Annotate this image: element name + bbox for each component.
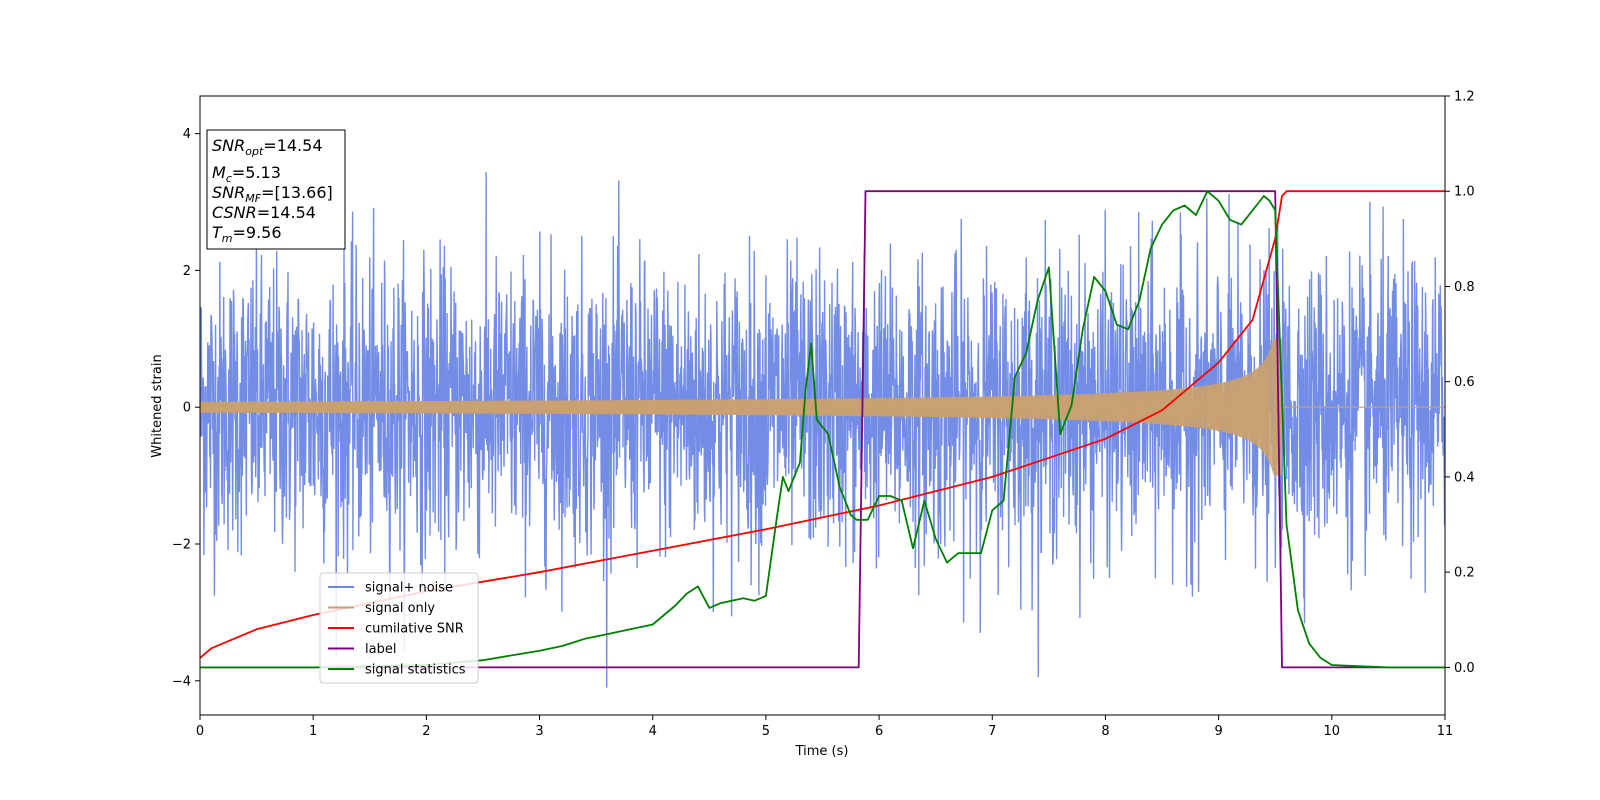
y-right-tick-label: 1.2: [1454, 90, 1475, 105]
x-axis-label: Time (s): [795, 744, 849, 759]
info-snr-opt: SNRopt=14.54: [212, 136, 323, 158]
legend-label: signal+ noise: [365, 581, 453, 596]
y-axis-left-ticks: −4 −2 0 2 4: [172, 127, 200, 689]
x-tick-label: 0: [196, 724, 204, 739]
y-left-tick-label: −2: [172, 538, 191, 553]
y-right-tick-label: 0.0: [1454, 661, 1475, 676]
x-tick-label: 5: [762, 724, 770, 739]
y-left-tick-label: −4: [172, 674, 191, 689]
y-right-tick-label: 0.6: [1454, 375, 1475, 390]
y-left-tick-label: 2: [183, 264, 191, 279]
legend-label: signal statistics: [365, 663, 466, 678]
x-tick-label: 4: [649, 724, 657, 739]
x-tick-label: 2: [422, 724, 430, 739]
x-axis-ticks: 0 1 2 3 4 5 6 7 8 9 10 11: [196, 715, 1453, 739]
legend: signal+ noise signal only cumilative SNR la…: [319, 572, 479, 684]
y-right-tick-label: 0.2: [1454, 566, 1475, 581]
x-tick-label: 6: [875, 724, 883, 739]
legend-label: cumilative SNR: [365, 622, 464, 637]
y-axis-right-ticks: 0.0 0.2 0.4 0.6 0.8 1.0 1.2: [1445, 90, 1475, 676]
y-right-tick-label: 0.8: [1454, 280, 1475, 295]
info-mc: Mc=5.13: [212, 163, 281, 185]
x-tick-label: 10: [1324, 724, 1341, 739]
signal-only-series: [200, 338, 1445, 476]
info-snr-mf: SNRMF=[13.66]: [212, 183, 333, 205]
x-tick-label: 8: [1101, 724, 1109, 739]
y-right-tick-label: 0.4: [1454, 470, 1475, 485]
y-left-tick-label: 4: [183, 127, 191, 142]
y-right-tick-label: 1.0: [1454, 185, 1475, 200]
legend-label: label: [365, 642, 396, 657]
signal-only-envelope: [200, 338, 1282, 476]
x-tick-label: 11: [1437, 724, 1454, 739]
signal-statistics-line: [200, 190, 1445, 669]
info-csnr: CSNR=14.54: [212, 203, 316, 222]
x-tick-label: 7: [988, 724, 996, 739]
right-axis-series: [200, 190, 1445, 669]
y-left-tick-label: 0: [183, 401, 191, 416]
y-axis-left-label: Whitened strain: [150, 354, 165, 457]
legend-label: signal only: [365, 601, 435, 616]
info-box: SNRopt=14.54 Mc=5.13 SNRMF=[13.66] CSNR=…: [206, 129, 346, 250]
info-tm: Tm=9.56: [212, 223, 282, 245]
label-line: [200, 190, 1445, 669]
x-tick-label: 1: [309, 724, 317, 739]
x-tick-label: 3: [535, 724, 543, 739]
plot-frame: [199, 95, 1446, 716]
x-tick-label: 9: [1214, 724, 1222, 739]
